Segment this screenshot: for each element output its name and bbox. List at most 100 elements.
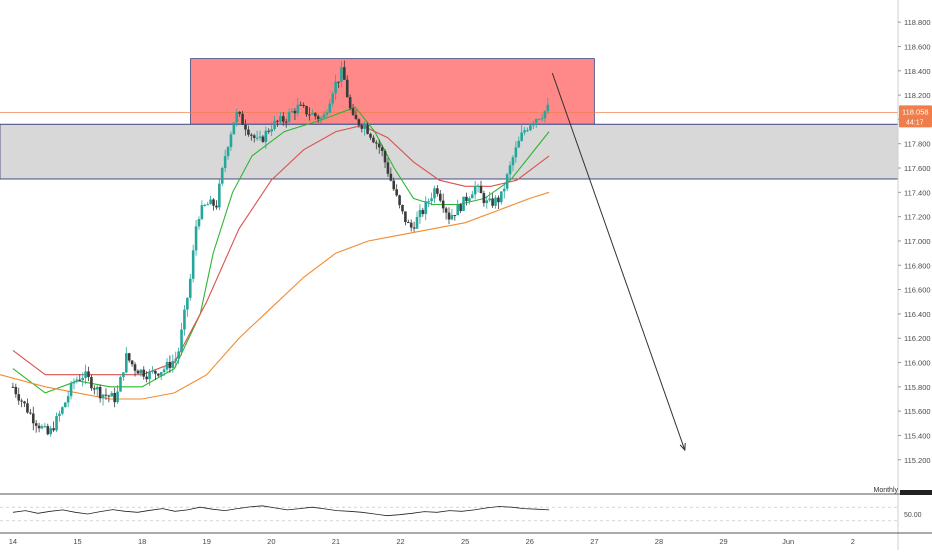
- time-tick-label: 28: [655, 537, 663, 546]
- candle-body: [180, 329, 183, 352]
- candle-body: [218, 183, 221, 208]
- candle-body: [191, 250, 195, 279]
- candle-body: [511, 157, 515, 166]
- candle-body: [223, 156, 227, 169]
- candle-body: [78, 379, 82, 381]
- candle-body: [250, 134, 253, 136]
- candle-body: [122, 372, 125, 377]
- candle-body: [273, 120, 276, 130]
- price-tick-label: 115.200: [904, 456, 931, 465]
- candle-body: [159, 372, 163, 376]
- candle-body: [93, 388, 96, 390]
- candle-body: [270, 129, 273, 132]
- candle-body: [505, 174, 509, 189]
- candle-body: [523, 130, 526, 133]
- candle-body: [502, 188, 506, 192]
- candle-body: [203, 204, 207, 206]
- projection-arrow[interactable]: [551, 73, 686, 452]
- candle-body: [55, 416, 58, 431]
- candle-body: [113, 392, 116, 403]
- candle-body: [534, 119, 538, 123]
- candle-body: [11, 386, 15, 388]
- candle-body: [299, 104, 303, 106]
- candle-body: [14, 386, 18, 395]
- oscillator-tick-label: 50.00: [904, 512, 922, 519]
- candle-body: [23, 401, 26, 404]
- candle-body: [424, 201, 428, 214]
- arrow-head-icon: [679, 443, 686, 452]
- candle-body: [90, 377, 93, 389]
- current-price-countdown: 44:17: [906, 119, 924, 126]
- candle-body: [462, 196, 465, 211]
- candle-body: [37, 425, 41, 429]
- candle-body: [255, 137, 259, 139]
- candle-body: [127, 353, 131, 361]
- candle-body: [514, 147, 518, 158]
- candle-body: [220, 168, 224, 184]
- candle-body: [334, 81, 337, 94]
- candle-body: [447, 212, 451, 220]
- moving-average-line-3: [0, 191, 550, 400]
- candle-body: [46, 426, 50, 435]
- candle-body: [119, 376, 122, 392]
- candle-body: [72, 381, 76, 384]
- candle-body: [69, 383, 73, 397]
- candle-body: [168, 362, 172, 368]
- supply-zone: [190, 58, 595, 125]
- candle-body: [433, 188, 436, 199]
- candle-body: [412, 227, 416, 229]
- candle-body: [209, 199, 212, 205]
- moving-average-line-2: [12, 124, 550, 376]
- candle-body: [494, 197, 497, 206]
- price-tick-label: 118.600: [904, 42, 931, 51]
- candle-body: [58, 413, 61, 417]
- candle-body: [63, 402, 67, 408]
- candle-body: [389, 173, 393, 181]
- candle-body: [345, 79, 349, 98]
- candle-body: [261, 136, 265, 142]
- candle-body: [465, 196, 468, 202]
- price-tick-label: 117.000: [904, 237, 931, 246]
- candle-body: [61, 407, 64, 414]
- candle-body: [415, 217, 419, 229]
- time-tick-label: 26: [526, 537, 534, 546]
- oscillator-value-badge: [900, 490, 932, 495]
- price-tick-label: 117.400: [904, 188, 931, 197]
- price-tick-label: 117.800: [904, 140, 931, 149]
- time-tick-label: 21: [332, 537, 340, 546]
- candle-body: [482, 193, 486, 204]
- candle-body: [529, 125, 532, 131]
- candle-body: [75, 379, 79, 382]
- candle-body: [43, 426, 47, 428]
- candle-body: [183, 309, 186, 330]
- candle-body: [293, 110, 297, 114]
- time-tick-label: 27: [590, 537, 598, 546]
- candle-body: [383, 150, 387, 163]
- candle-body: [281, 116, 285, 122]
- candle-body: [340, 67, 343, 82]
- candle-body: [188, 278, 192, 298]
- candle-body: [200, 205, 204, 220]
- time-tick-label: 19: [203, 537, 211, 546]
- time-axis[interactable]: 14 15 18 19 20 21 22 25 26 27 28 29 Jun 2: [0, 532, 932, 546]
- candle-body: [177, 351, 180, 359]
- candle-body: [537, 119, 541, 121]
- candle-body: [215, 205, 218, 208]
- candle-body: [125, 353, 128, 373]
- candle-body: [279, 116, 282, 122]
- oscillator-line: [12, 505, 550, 517]
- candle-body: [133, 364, 137, 371]
- moving-averages: [0, 106, 550, 400]
- candle-body: [229, 134, 233, 148]
- candle-body: [154, 370, 157, 374]
- time-tick-label: 2: [851, 537, 855, 546]
- candle-body: [508, 165, 512, 175]
- candle-body: [337, 81, 340, 83]
- candle-body: [456, 204, 460, 216]
- candle-body: [174, 358, 178, 362]
- candle-body: [212, 199, 215, 206]
- candle-body: [485, 200, 489, 204]
- price-axis[interactable]: 118.800118.600118.400118.200118.000117.8…: [897, 0, 932, 550]
